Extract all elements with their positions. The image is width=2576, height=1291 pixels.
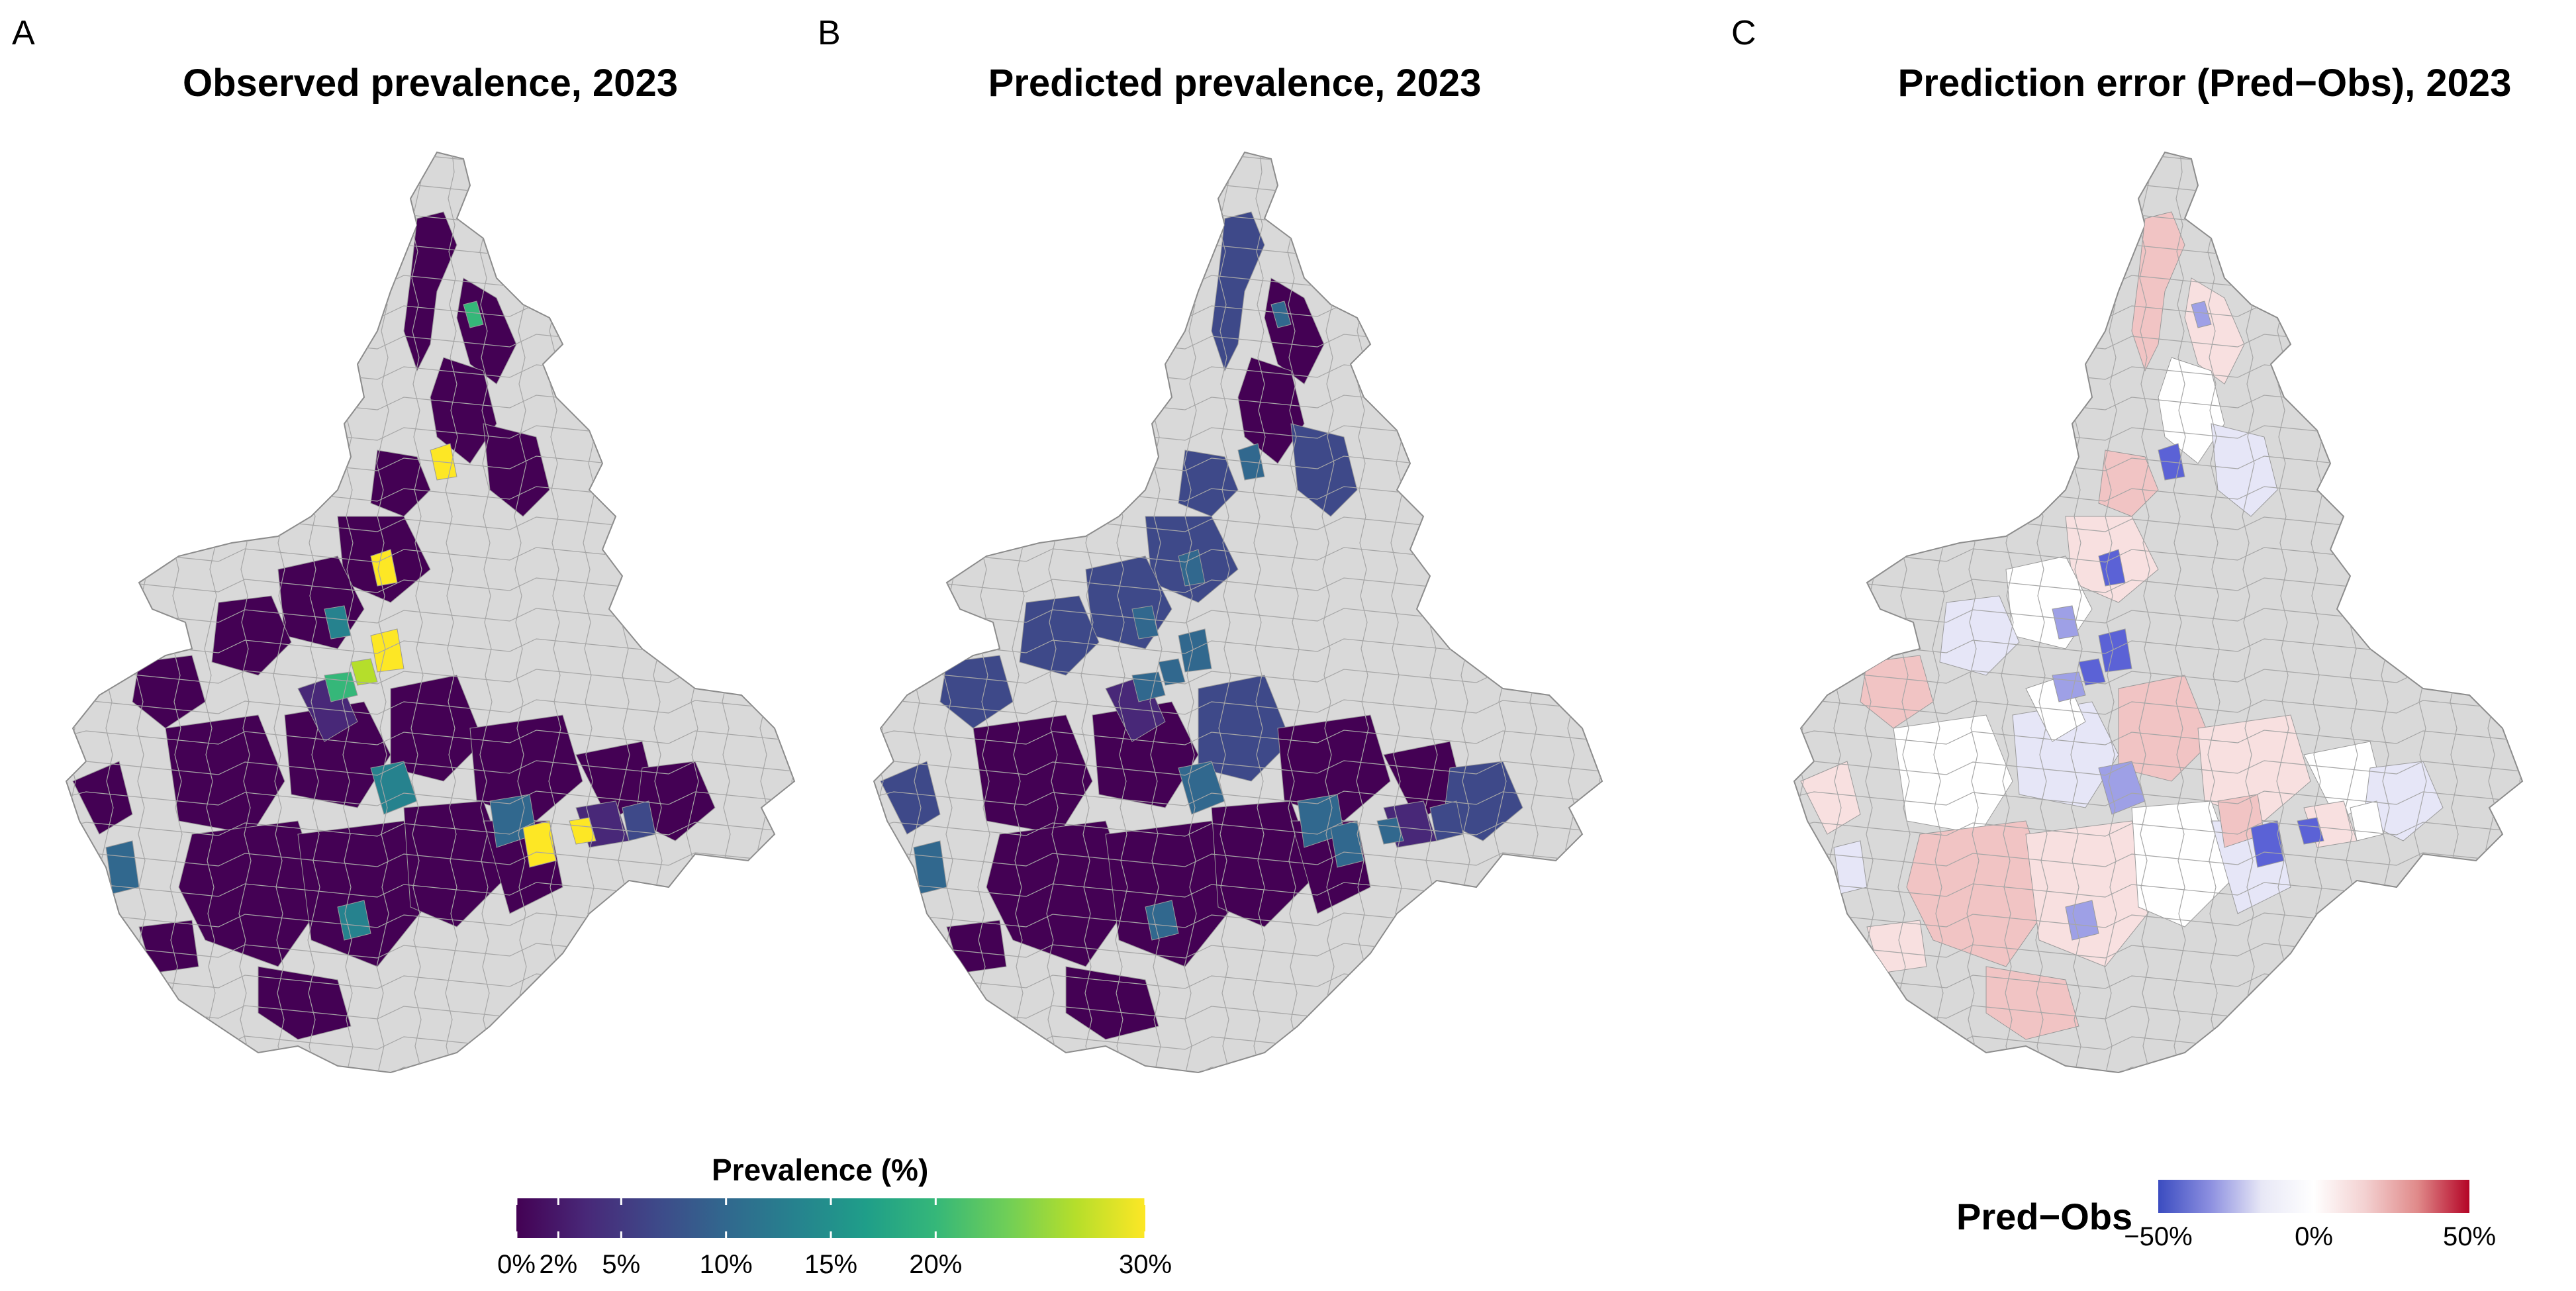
observed-municipality [132,655,206,729]
panel-b-title: Predicted prevalence, 2023 [988,62,1482,105]
observed-municipality [569,817,596,845]
observed-municipality [284,701,391,808]
observed-prevalence-map [65,151,796,1074]
predicted-municipality [946,920,1007,974]
observed-municipality [430,357,497,464]
error-tick-label: −50% [2124,1222,2193,1251]
prediction-error-map [1793,151,2524,1074]
error-municipality [1866,920,1927,974]
error-municipality [2098,549,2126,587]
error-municipality [1985,966,2079,1040]
error-municipality [2118,675,2212,782]
observed-municipality [403,211,457,372]
predicted-prevalence-map [873,151,1603,1074]
prevalence-tick-label: 30% [1118,1250,1172,1279]
error-municipality [2098,628,2132,673]
error-municipality [2297,817,2324,845]
panel-c-letter: C [1731,14,1756,52]
predicted-municipality [1065,966,1159,1040]
prevalence-colorbar [516,1198,1145,1238]
predicted-municipality [1211,211,1265,372]
error-municipality [2078,658,2106,686]
observed-municipality [72,761,133,835]
panel-a-title: Observed prevalence, 2023 [182,62,679,105]
predicted-municipality [1237,357,1305,464]
observed-municipality [483,423,550,517]
error-municipality [1800,761,1861,835]
panel-a-letter: A [12,14,35,52]
error-colorbar [2158,1180,2469,1213]
error-municipality [1860,655,1934,729]
predicted-municipality [939,655,1014,729]
error-municipality [2191,301,2212,328]
observed-municipality [635,886,663,921]
prevalence-tick-label: 0% [497,1250,536,1279]
error-municipality [2363,886,2391,921]
predicted-municipality [880,761,941,835]
predicted-municipality [1270,301,1292,328]
prevalence-tick-label: 5% [602,1250,641,1279]
predicted-municipality [1443,886,1470,921]
predicted-municipality [1198,675,1292,782]
predicted-municipality [973,714,1093,835]
prevalence-tick-label: 10% [699,1250,753,1279]
observed-municipality [370,549,398,587]
error-municipality [2211,423,2278,517]
prevalence-legend-title: Prevalence (%) [712,1153,929,1187]
observed-municipality [258,966,352,1040]
observed-municipality [390,675,484,782]
error-tick-label: 50% [2442,1222,2497,1251]
observed-municipality [165,714,285,835]
error-municipality [2131,800,2238,928]
error-municipality [1893,714,2013,835]
error-municipality [2131,211,2185,372]
observed-municipality [463,301,484,328]
error-municipality [2012,701,2119,808]
observed-municipality [403,800,510,928]
prevalence-tick-label: 20% [909,1250,963,1279]
predicted-municipality [1178,628,1212,673]
panel-c-title: Prediction error (Pred−Obs), 2023 [1897,62,2512,105]
error-municipality [2158,357,2225,464]
observed-municipality [370,628,405,673]
predicted-municipality [1092,701,1199,808]
panel-b-letter: B [818,14,841,52]
predicted-municipality [1211,800,1318,928]
observed-municipality [350,658,378,686]
predicted-municipality [1376,817,1404,845]
error-tick-label: 0% [2295,1222,2333,1251]
prevalence-tick-label: 15% [804,1250,858,1279]
error-legend-title: Pred−Obs [1956,1196,2133,1237]
observed-municipality [138,920,199,974]
predicted-municipality [1158,658,1186,686]
predicted-municipality [1290,423,1358,517]
predicted-municipality [1178,549,1206,587]
prevalence-tick-label: 2% [539,1250,578,1279]
